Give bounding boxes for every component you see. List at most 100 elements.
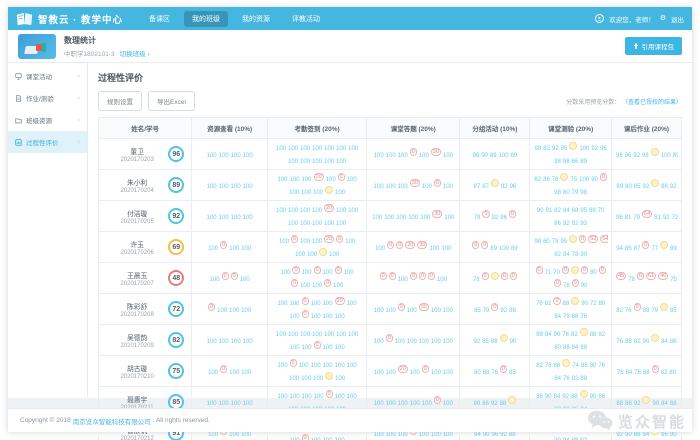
switch-class-link[interactable]: 切换班级 › <box>119 50 150 58</box>
score-value: 100 <box>288 146 299 152</box>
score-value: 90 <box>642 338 650 345</box>
low-score-badge: 0 <box>301 433 309 440</box>
score-value: 100 <box>430 369 441 376</box>
score-line: 98 82 92 95 100 92 96 <box>533 141 608 154</box>
score-value: 100 <box>324 332 335 338</box>
score-value: 100 <box>409 400 420 407</box>
score-value: 90 <box>625 431 632 438</box>
score-value: 78 <box>628 276 635 283</box>
score-value: 100 <box>206 152 217 159</box>
score-value: 100 <box>385 152 396 159</box>
score-cell: 98 82 92 95 100 92 96 98 86 66 89 <box>529 138 612 170</box>
upload-icon <box>633 43 638 49</box>
exempt-marker <box>651 334 660 343</box>
score-value: 100 <box>218 152 229 159</box>
sidebar-item-过程性评价[interactable]: 过程性评价 ‹ <box>8 131 87 153</box>
student-cell: 朱小利 2020170204 89 <box>97 169 193 201</box>
score-value: 96 <box>491 431 499 438</box>
score-value: 96 <box>661 431 668 438</box>
low-score-badge: 0 <box>500 365 508 374</box>
watermark: 览众智能 <box>587 410 686 432</box>
score-cell: 78092 960 <box>459 200 531 232</box>
score-value: 78 <box>571 252 579 258</box>
score-value: 98 <box>472 152 480 159</box>
score-value: 100 <box>322 314 333 320</box>
score-value: 100 <box>336 221 347 227</box>
low-score-badge: 20 <box>405 241 416 250</box>
score-value: 95 <box>560 239 568 245</box>
watermark-text: 览众智能 <box>617 413 686 431</box>
score-line: 85 79092 88 <box>463 303 526 316</box>
score-cell: 88 84 90 76 82 88 92 80 86 84 88 <box>529 324 612 356</box>
score-line: 0100 1000100 <box>271 278 363 291</box>
toolbar: 规则设置 导出Excel 分数采用预览分数： （查看已授权的结果） <box>98 91 682 111</box>
sidebar-item-作业/测验[interactable]: 作业/测验 ‹ <box>8 87 87 109</box>
score-value: 90 <box>536 208 544 214</box>
score-value: 100 <box>430 338 441 345</box>
top-navbar: 智教云 · 教学中心 备课区 我的班级 我的资源 评教活动 欢迎您，老师！ ⚙ 退出 <box>8 7 692 30</box>
low-score-badge: 0 <box>290 234 299 243</box>
column-header: 考勤签到 (20%) <box>267 117 368 139</box>
score-value: 76 <box>536 301 543 307</box>
score-value: 88 <box>482 369 490 376</box>
score-value: 87 <box>633 245 641 252</box>
score-value: 100 <box>218 400 229 407</box>
score-value: 86 <box>661 183 668 190</box>
score-value: 100 <box>498 152 509 159</box>
score-value: 100 <box>441 245 452 252</box>
sidebar-item-label: 过程性评价 <box>26 140 59 147</box>
exempt-marker <box>579 327 588 336</box>
authorized-results-link[interactable]: （查看已授权的结果） <box>621 99 682 106</box>
sidebar-item-班级资源[interactable]: 班级资源 ‹ <box>8 109 87 131</box>
score-value: 100 <box>336 146 347 152</box>
score-cell: 100 100 100 100 <box>191 324 269 356</box>
student-id: 2020170208 <box>120 311 154 318</box>
gear-icon[interactable]: ⚙ <box>659 15 666 22</box>
score-value: 82 <box>536 363 543 369</box>
low-score-badge: 0 <box>409 272 417 281</box>
nav-item-我的班级[interactable]: 我的班级 <box>183 10 228 27</box>
score-value: 100 <box>301 394 312 400</box>
score-value: 79 <box>571 190 579 196</box>
avatar-icon[interactable] <box>595 14 605 23</box>
sidebar-item-课堂活动[interactable]: 课堂活动 ‹ <box>8 65 87 87</box>
low-score-badge: 0 <box>633 303 641 312</box>
nav-item-备课区[interactable]: 备课区 <box>148 15 170 23</box>
export-excel-button[interactable]: 导出Excel <box>148 91 195 111</box>
nav-item-评教活动[interactable]: 评教活动 <box>291 15 320 23</box>
score-value: 100 <box>442 369 453 376</box>
low-score-badge: 0 <box>337 172 345 181</box>
score-value: 100 <box>346 394 357 400</box>
score-cell: 82 86 78 75 100 900 98 80 79 98 <box>529 169 612 201</box>
score-cell: 100 1000100 10020100 1000100 100 100 <box>267 293 368 325</box>
logout-link[interactable]: 退出 <box>671 16 684 24</box>
course-thumbnail <box>18 33 56 59</box>
nav-item-我的资源[interactable]: 我的资源 <box>241 15 270 23</box>
score-value: 100 <box>346 177 357 183</box>
score-line: 84 76 82 88 <box>533 371 608 384</box>
score-line: 100 1000100 10020100 <box>271 296 363 309</box>
score-value: 76 <box>491 369 499 376</box>
exempt-marker <box>562 358 571 367</box>
score-value: 98 <box>580 190 588 196</box>
total-score-badge: 89 <box>168 177 185 193</box>
low-score-badge: 30 <box>417 241 428 250</box>
score-value: 70 <box>597 208 605 214</box>
score-value: 78 <box>562 283 570 289</box>
rules-settings-button[interactable]: 规则设置 <box>98 91 142 111</box>
score-value: 100 <box>312 283 323 289</box>
score-value: 78 <box>616 369 624 376</box>
score-value: 100 <box>385 307 396 314</box>
company-link[interactable]: 南京览众智能科技有限公司 <box>72 418 151 426</box>
score-value: 81 <box>624 214 632 221</box>
score-line: 80 86 84 88 <box>533 340 608 353</box>
score-line: 100 100 100 <box>271 247 363 260</box>
import-course-button[interactable]: 引用课程包 <box>624 37 682 55</box>
score-cell: 1000100 10020 0100 100 100 100 <box>267 231 368 263</box>
score-value: 100 <box>242 183 253 190</box>
column-header: 分组活动 (10%) <box>459 117 531 139</box>
score-value: 86 <box>598 394 606 400</box>
